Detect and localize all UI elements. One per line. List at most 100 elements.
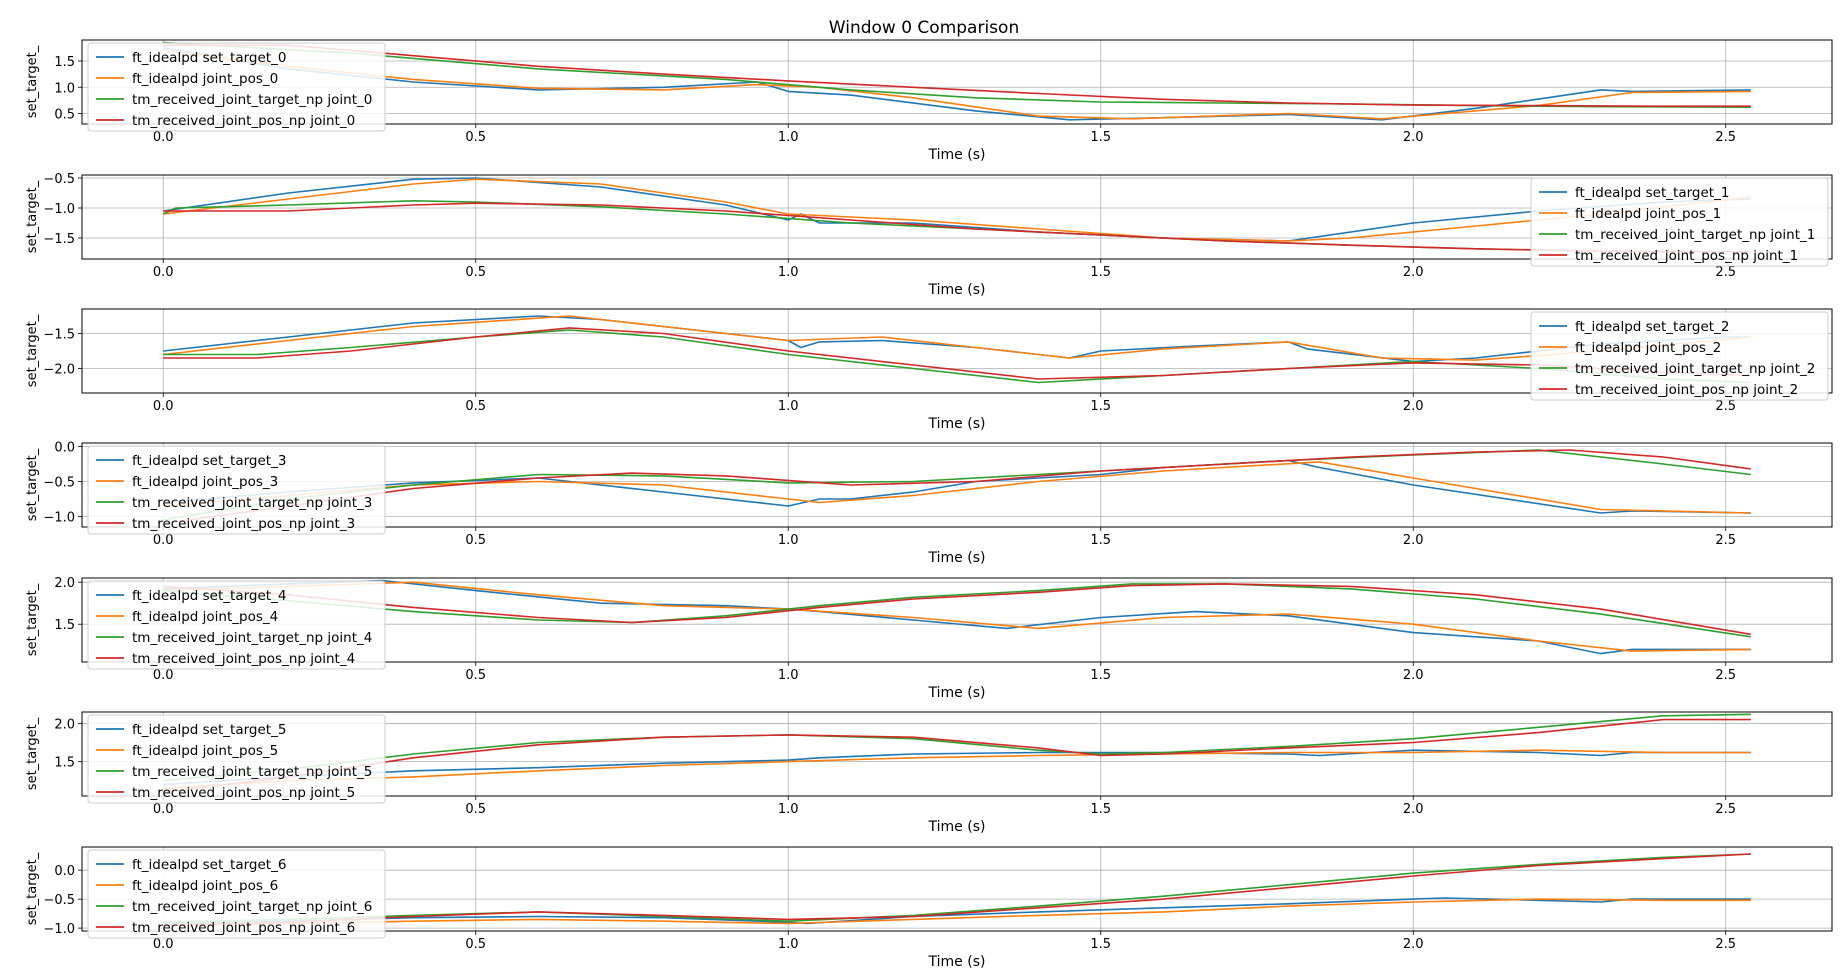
- subplot-2: 0.0 0.5 1.0 1.5 2.0 2.5 −1.5 −2.0 Time (s) set_ta…: [25, 308, 1833, 432]
- x-tick-label: 2.0: [1403, 937, 1424, 952]
- x-tick-label: 2.0: [1403, 399, 1424, 414]
- legend-entry: tm_received_joint_pos_np joint_6: [132, 920, 355, 936]
- legend-entry: ft_idealpd joint_pos_4: [132, 609, 278, 625]
- axes-frame: [81, 442, 1833, 528]
- x-tick-label: 2.0: [1403, 533, 1424, 548]
- x-tick-label: 1.5: [1090, 802, 1111, 817]
- x-tick-label: 1.0: [778, 802, 799, 817]
- legend-entry: tm_received_joint_pos_np joint_1: [1575, 248, 1798, 264]
- legend-entry: tm_received_joint_pos_np joint_5: [132, 785, 355, 801]
- axes-frame: [81, 308, 1833, 394]
- series-line-1: [163, 749, 1751, 790]
- series-group: [163, 449, 1751, 525]
- axes-frame: [81, 174, 1833, 260]
- legend-box: [87, 42, 386, 132]
- y-tick-label: 0.0: [54, 864, 75, 879]
- y-axis-label: set_target_: [25, 45, 40, 118]
- x-tick-label: 0.5: [465, 399, 486, 414]
- series-line-1: [163, 581, 1751, 652]
- y-axis-label: set_target_: [25, 314, 40, 387]
- legend-entry: tm_received_joint_target_np joint_5: [132, 764, 372, 780]
- x-tick-label: 1.0: [778, 265, 799, 280]
- y-tick-label: −1.0: [43, 511, 75, 526]
- series-line-3: [163, 202, 1751, 253]
- series-line-1: [163, 49, 1751, 120]
- x-tick-label: 1.5: [1090, 130, 1111, 145]
- legend-entry: tm_received_joint_target_np joint_0: [132, 92, 372, 108]
- x-axis-label: Time (s): [928, 416, 986, 432]
- legend: ft_idealpd set_target_5 ft_idealpd joint_…: [87, 714, 386, 804]
- subplot-4: 0.0 0.5 1.0 1.5 2.0 2.5 1.5 2.0 Time (s) set_targ…: [25, 576, 1833, 701]
- subplot-5: 0.0 0.5 1.0 1.5 2.0 2.5 1.5 2.0 Time (s) set_targ…: [25, 711, 1833, 835]
- x-tick-label: 2.5: [1715, 668, 1736, 683]
- x-tick-label: 2.5: [1715, 802, 1736, 817]
- series-line-3: [163, 449, 1751, 525]
- y-tick-label: 1.5: [54, 618, 75, 633]
- series-group: [163, 853, 1751, 926]
- legend-entry: tm_received_joint_pos_np joint_2: [1575, 382, 1798, 398]
- x-tick-label: 0.5: [465, 265, 486, 280]
- legend-entry: ft_idealpd joint_pos_3: [132, 474, 278, 490]
- series-line-3: [163, 583, 1751, 636]
- legend-entry: ft_idealpd set_target_4: [132, 588, 286, 604]
- y-axis-label: set_target_: [25, 583, 40, 656]
- series-line-2: [163, 583, 1751, 638]
- legend-entry: tm_received_joint_target_np joint_3: [132, 495, 372, 511]
- series-line-3: [163, 44, 1751, 107]
- axes-frame: [81, 846, 1833, 932]
- series-line-1: [163, 898, 1751, 926]
- x-tick-label: 2.5: [1715, 399, 1736, 414]
- series-line-3: [163, 853, 1751, 926]
- legend: ft_idealpd set_target_2 ft_idealpd joint_…: [1530, 311, 1829, 401]
- series-group: [163, 41, 1751, 121]
- legend-entry: ft_idealpd set_target_5: [132, 722, 286, 738]
- series-line-1: [163, 461, 1751, 514]
- series-line-2: [163, 329, 1751, 384]
- x-tick-label: 2.0: [1403, 668, 1424, 683]
- legend-box: [87, 580, 386, 670]
- series-group: [162, 177, 1751, 253]
- series-line-3: [163, 718, 1751, 793]
- x-tick-label: 1.5: [1090, 399, 1111, 414]
- y-tick-label: 0.5: [54, 108, 75, 123]
- x-tick-label: 1.0: [778, 533, 799, 548]
- legend: ft_idealpd set_target_0 ft_idealpd joint_…: [87, 42, 386, 132]
- legend-entry: tm_received_joint_target_np joint_2: [1575, 361, 1815, 377]
- y-tick-label: 1.5: [54, 756, 75, 771]
- x-tick-label: 2.0: [1403, 265, 1424, 280]
- legend: ft_idealpd set_target_3 ft_idealpd joint_…: [87, 445, 386, 535]
- series-group: [163, 579, 1751, 655]
- series-group: [163, 713, 1751, 793]
- series-line-0: [163, 315, 1751, 363]
- y-tick-label: 0.0: [54, 441, 75, 456]
- legend-box: [87, 849, 386, 939]
- subplot-0: 0.0 0.5 1.0 1.5 2.0 2.5 0.5 1.0 1.5 Time (s) set_t…: [25, 39, 1833, 163]
- x-tick-label: 1.0: [778, 668, 799, 683]
- x-tick-label: 0.0: [153, 937, 174, 952]
- legend: ft_idealpd set_target_1 ft_idealpd joint_…: [1530, 177, 1829, 267]
- legend-entry: ft_idealpd joint_pos_0: [132, 71, 278, 87]
- legend-entry: tm_received_joint_target_np joint_6: [132, 899, 372, 915]
- subplot-grid: 0.0 0.5 1.0 1.5 2.0 2.5 0.5 1.0 1.5 Time (s) set_t…: [25, 39, 1833, 970]
- y-tick-label: −0.5: [43, 172, 75, 187]
- x-axis-label: Time (s): [928, 685, 986, 701]
- series-line-2: [163, 713, 1751, 782]
- x-tick-label: 0.0: [153, 399, 174, 414]
- x-tick-label: 1.0: [778, 937, 799, 952]
- y-tick-label: 1.5: [54, 55, 75, 70]
- series-line-2: [163, 41, 1751, 108]
- y-tick-label: −0.5: [43, 893, 75, 908]
- legend-entry: tm_received_joint_pos_np joint_3: [132, 516, 355, 532]
- y-axis-label: set_target_: [25, 717, 40, 790]
- x-tick-label: 0.5: [465, 668, 486, 683]
- series-line-0: [163, 177, 1751, 242]
- x-tick-label: 0.0: [153, 668, 174, 683]
- legend-entry: ft_idealpd joint_pos_1: [1575, 206, 1721, 222]
- x-tick-label: 2.0: [1403, 802, 1424, 817]
- legend-box: [1530, 311, 1829, 401]
- x-tick-label: 0.0: [153, 533, 174, 548]
- legend-entry: ft_idealpd set_target_3: [132, 453, 286, 469]
- x-tick-label: 2.5: [1715, 533, 1736, 548]
- legend-entry: ft_idealpd joint_pos_6: [132, 878, 278, 894]
